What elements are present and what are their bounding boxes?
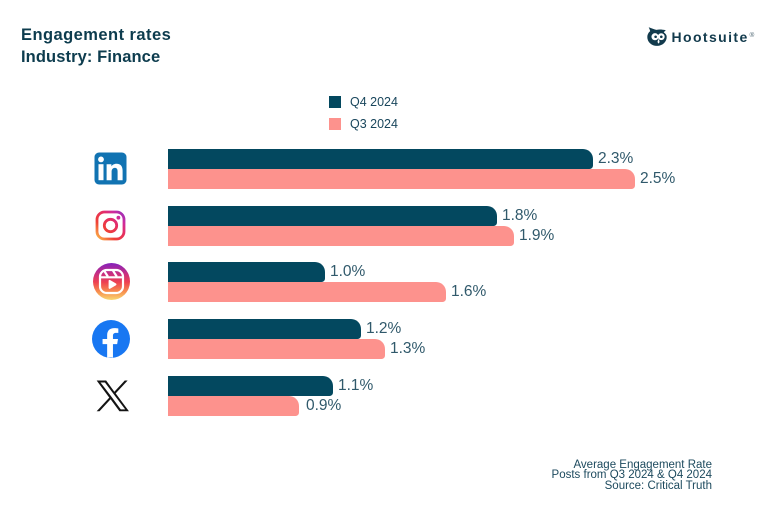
svg-text:Hootsuite: Hootsuite (672, 29, 749, 45)
svg-text:®: ® (750, 31, 755, 39)
